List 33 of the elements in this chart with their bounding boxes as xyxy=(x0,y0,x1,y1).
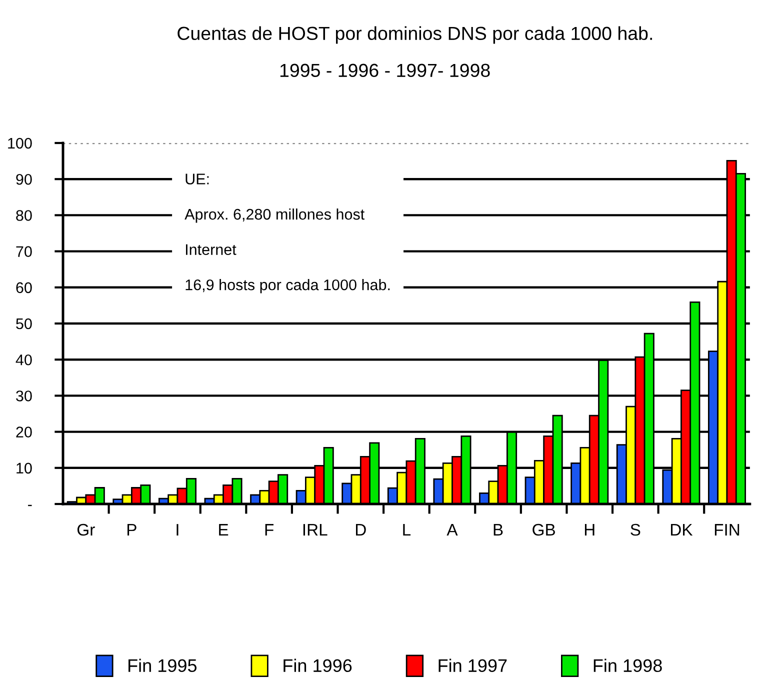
x-tick-label: D xyxy=(356,524,366,536)
y-tick-label: 100 xyxy=(8,138,32,149)
legend-label: Fin 1998 xyxy=(594,658,662,672)
y-tick-label: 40 xyxy=(16,354,32,366)
x-tick-label: FIN xyxy=(714,524,740,536)
x-tick-label: A xyxy=(446,524,458,536)
y-tick-label: 70 xyxy=(16,246,32,257)
y-tick-label: 30 xyxy=(16,390,32,402)
y-tick-label: 10 xyxy=(16,462,32,474)
x-tick-label: S xyxy=(630,524,640,536)
legend-label: Fin 1995 xyxy=(128,658,197,672)
legend-label: Fin 1997 xyxy=(438,658,507,672)
x-tick-label: F xyxy=(265,524,274,536)
chart-subtitle: 1995 - 1996 - 1997- 1998 xyxy=(280,64,490,78)
y-tick-label: 60 xyxy=(16,282,32,294)
x-tick-label: IRL xyxy=(303,524,328,536)
x-tick-label: Gr xyxy=(77,524,95,536)
y-tick-label: 90 xyxy=(16,174,32,185)
x-tick-label: P xyxy=(128,524,136,536)
x-tick-label: GB xyxy=(532,524,555,536)
y-tick-label: - xyxy=(28,504,32,506)
x-tick-label: H xyxy=(584,524,594,536)
x-tick-label: DK xyxy=(670,524,693,536)
x-tick-label: E xyxy=(219,524,228,536)
y-tick-label: 80 xyxy=(16,210,32,221)
y-tick-label: 20 xyxy=(16,426,32,438)
legend-label: Fin 1996 xyxy=(284,658,352,672)
y-tick-label: 50 xyxy=(16,318,32,330)
chart-title: Cuentas de HOST por dominios DNS por cada 1000 hab. xyxy=(178,26,652,44)
x-tick-label: B xyxy=(494,524,503,536)
text: UE: Aprox. 6,280 millones host Internet 16,9 hosts por cada 1000 hab. xyxy=(184,174,390,294)
x-tick-label: I xyxy=(176,524,178,536)
x-tick-label: L xyxy=(403,524,411,536)
